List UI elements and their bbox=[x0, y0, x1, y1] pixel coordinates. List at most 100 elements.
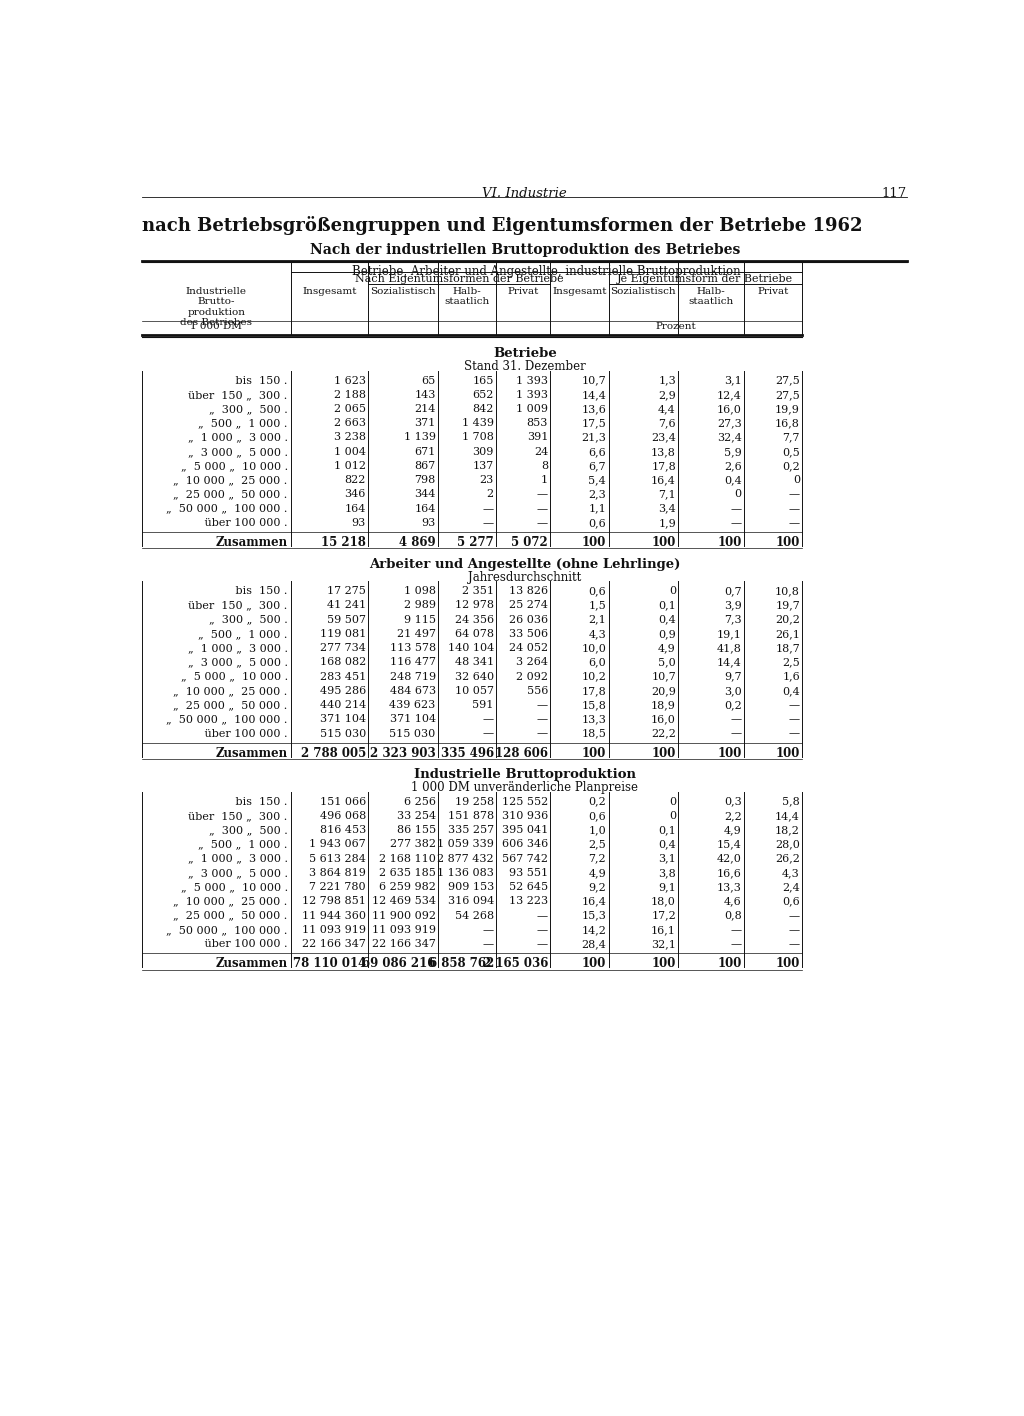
Text: —: — bbox=[731, 714, 741, 725]
Text: 17,2: 17,2 bbox=[651, 910, 676, 920]
Text: 20,9: 20,9 bbox=[651, 685, 676, 695]
Text: 16,6: 16,6 bbox=[717, 868, 741, 878]
Text: 164: 164 bbox=[344, 504, 366, 514]
Text: 0,5: 0,5 bbox=[782, 446, 800, 457]
Text: 346: 346 bbox=[344, 490, 366, 500]
Text: Nach der industriellen Bruttoproduktion des Betriebes: Nach der industriellen Bruttoproduktion … bbox=[309, 244, 740, 258]
Text: 10,0: 10,0 bbox=[582, 643, 606, 653]
Text: 27,5: 27,5 bbox=[775, 389, 800, 399]
Text: 100: 100 bbox=[775, 957, 800, 970]
Text: 10 057: 10 057 bbox=[455, 685, 494, 695]
Text: „  3 000 „  5 000 .: „ 3 000 „ 5 000 . bbox=[187, 657, 288, 667]
Text: 14,2: 14,2 bbox=[582, 925, 606, 935]
Text: 4,4: 4,4 bbox=[658, 404, 676, 413]
Text: 22 166 347: 22 166 347 bbox=[372, 939, 435, 949]
Text: Prozent: Prozent bbox=[656, 323, 696, 331]
Text: —: — bbox=[788, 504, 800, 514]
Text: „  300 „  500 .: „ 300 „ 500 . bbox=[209, 826, 288, 835]
Text: „  25 000 „  50 000 .: „ 25 000 „ 50 000 . bbox=[173, 910, 288, 920]
Text: Sozialistisch: Sozialistisch bbox=[371, 287, 436, 296]
Text: 1 059 339: 1 059 339 bbox=[437, 840, 494, 850]
Text: 0,6: 0,6 bbox=[589, 586, 606, 596]
Text: 18,9: 18,9 bbox=[651, 700, 676, 709]
Text: 86 155: 86 155 bbox=[396, 826, 435, 835]
Text: 515 030: 515 030 bbox=[319, 729, 366, 739]
Text: 64 078: 64 078 bbox=[455, 629, 494, 639]
Text: 10,7: 10,7 bbox=[651, 671, 676, 681]
Text: VI. Industrie: VI. Industrie bbox=[482, 187, 567, 200]
Text: Betriebe, Arbeiter und Angestellte, industrielle Bruttoproduktion: Betriebe, Arbeiter und Angestellte, indu… bbox=[352, 265, 740, 278]
Text: 1 004: 1 004 bbox=[334, 446, 366, 457]
Text: Je Eigentumsform der Betriebe: Je Eigentumsform der Betriebe bbox=[617, 273, 794, 283]
Text: 0,8: 0,8 bbox=[724, 910, 741, 920]
Text: 100: 100 bbox=[651, 537, 676, 549]
Text: 1 439: 1 439 bbox=[462, 418, 494, 428]
Text: 52 645: 52 645 bbox=[509, 882, 548, 892]
Text: 17,5: 17,5 bbox=[582, 418, 606, 428]
Text: 0,2: 0,2 bbox=[589, 797, 606, 807]
Text: —: — bbox=[537, 939, 548, 949]
Text: 33 254: 33 254 bbox=[396, 811, 435, 821]
Text: 5 277: 5 277 bbox=[457, 537, 494, 549]
Text: „  500 „  1 000 .: „ 500 „ 1 000 . bbox=[199, 629, 288, 639]
Text: 18,5: 18,5 bbox=[582, 729, 606, 739]
Text: 1 000 DM unveränderliche Planpreise: 1 000 DM unveränderliche Planpreise bbox=[412, 782, 638, 794]
Text: 125 552: 125 552 bbox=[502, 797, 548, 807]
Text: 12,4: 12,4 bbox=[717, 389, 741, 399]
Text: 1 139: 1 139 bbox=[403, 432, 435, 442]
Text: 41 241: 41 241 bbox=[327, 600, 366, 610]
Text: 0,2: 0,2 bbox=[724, 700, 741, 709]
Text: „  50 000 „  100 000 .: „ 50 000 „ 100 000 . bbox=[166, 504, 288, 514]
Text: „  5 000 „  10 000 .: „ 5 000 „ 10 000 . bbox=[180, 462, 288, 472]
Text: 165: 165 bbox=[472, 375, 494, 385]
Text: 1,6: 1,6 bbox=[782, 671, 800, 681]
Text: 24: 24 bbox=[534, 446, 548, 457]
Text: „  1 000 „  3 000 .: „ 1 000 „ 3 000 . bbox=[187, 432, 288, 442]
Text: 151 066: 151 066 bbox=[319, 797, 366, 807]
Text: 15,3: 15,3 bbox=[582, 910, 606, 920]
Text: 248 719: 248 719 bbox=[389, 671, 435, 681]
Text: 21 497: 21 497 bbox=[396, 629, 435, 639]
Text: bis  150 .: bis 150 . bbox=[218, 375, 288, 385]
Text: 344: 344 bbox=[415, 490, 435, 500]
Text: 16,8: 16,8 bbox=[775, 418, 800, 428]
Text: —: — bbox=[537, 910, 548, 920]
Text: über  150 „  300 .: über 150 „ 300 . bbox=[188, 389, 288, 399]
Text: 21,3: 21,3 bbox=[582, 432, 606, 442]
Text: 1: 1 bbox=[541, 476, 548, 486]
Text: 2 188: 2 188 bbox=[334, 389, 366, 399]
Text: 23: 23 bbox=[479, 476, 494, 486]
Text: 0: 0 bbox=[734, 490, 741, 500]
Text: 15,8: 15,8 bbox=[582, 700, 606, 709]
Text: 0,4: 0,4 bbox=[724, 476, 741, 486]
Text: 2,5: 2,5 bbox=[782, 657, 800, 667]
Text: 140 104: 140 104 bbox=[447, 643, 494, 653]
Text: 277 734: 277 734 bbox=[321, 643, 366, 653]
Text: 371 104: 371 104 bbox=[389, 714, 435, 725]
Text: 13,6: 13,6 bbox=[582, 404, 606, 413]
Text: 309: 309 bbox=[472, 446, 494, 457]
Text: 119 081: 119 081 bbox=[319, 629, 366, 639]
Text: 0: 0 bbox=[669, 797, 676, 807]
Text: 2,9: 2,9 bbox=[658, 389, 676, 399]
Text: 9 115: 9 115 bbox=[403, 615, 435, 624]
Text: Industrielle
Brutto-
produktion
des Betriebes: Industrielle Brutto- produktion des Betr… bbox=[180, 287, 252, 327]
Text: —: — bbox=[482, 714, 494, 725]
Text: —: — bbox=[731, 939, 741, 949]
Text: 1,5: 1,5 bbox=[589, 600, 606, 610]
Text: „  50 000 „  100 000 .: „ 50 000 „ 100 000 . bbox=[166, 925, 288, 935]
Text: 19,1: 19,1 bbox=[717, 629, 741, 639]
Text: „  300 „  500 .: „ 300 „ 500 . bbox=[209, 404, 288, 413]
Text: 3 238: 3 238 bbox=[334, 432, 366, 442]
Text: 12 978: 12 978 bbox=[455, 600, 494, 610]
Text: 5,9: 5,9 bbox=[724, 446, 741, 457]
Text: 100: 100 bbox=[775, 537, 800, 549]
Text: 117: 117 bbox=[882, 187, 907, 200]
Text: 277 382: 277 382 bbox=[390, 840, 435, 850]
Text: 567 742: 567 742 bbox=[502, 854, 548, 864]
Text: „  1 000 „  3 000 .: „ 1 000 „ 3 000 . bbox=[187, 643, 288, 653]
Text: „  3 000 „  5 000 .: „ 3 000 „ 5 000 . bbox=[187, 868, 288, 878]
Text: 16,4: 16,4 bbox=[582, 896, 606, 906]
Text: 0,2: 0,2 bbox=[782, 462, 800, 472]
Text: 11 093 919: 11 093 919 bbox=[372, 925, 435, 935]
